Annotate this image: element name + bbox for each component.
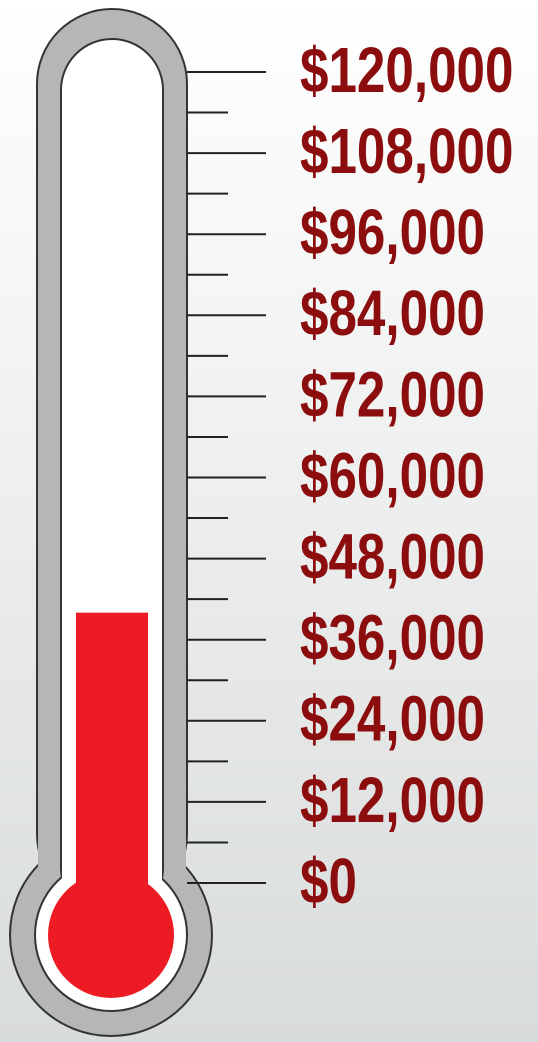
y-tick-label: $48,000 (300, 522, 485, 593)
y-tick-label: $24,000 (300, 684, 485, 755)
y-tick-label: $36,000 (300, 603, 485, 674)
y-tick-label: $0 (300, 847, 357, 918)
y-tick-label: $72,000 (300, 360, 485, 431)
y-tick-label: $108,000 (300, 117, 513, 188)
y-tick-label: $60,000 (300, 441, 485, 512)
y-tick-label: $84,000 (300, 279, 485, 350)
y-tick-label: $120,000 (300, 36, 513, 107)
y-tick-label: $12,000 (300, 765, 485, 836)
mercury (76, 613, 148, 900)
chart: $0 $12,000 $24,000 $36,000 $48,000 $60,000 $72… (0, 0, 538, 1042)
y-tick-label: $96,000 (300, 198, 485, 269)
